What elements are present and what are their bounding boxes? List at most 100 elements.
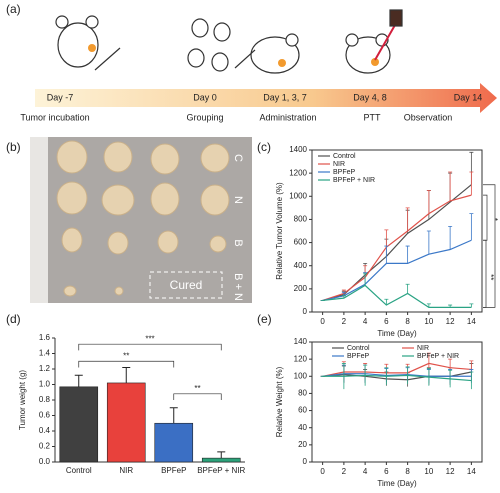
error-bar (363, 364, 368, 386)
x-tick-label: 0 (320, 317, 325, 326)
significance-bracket (78, 343, 222, 351)
x-tick-label: 10 (424, 317, 433, 326)
x-tick-label: NIR (119, 466, 133, 475)
y-tick-label: 0 (303, 307, 308, 316)
x-tick-label: BPFeP (161, 466, 186, 475)
y-tick-label: 1.4 (39, 349, 51, 358)
error-bar (341, 291, 346, 296)
x-axis-label: Time (Day) (377, 479, 417, 488)
x-tick-label: 4 (363, 467, 368, 476)
y-tick-label: 0 (303, 457, 308, 466)
error-bar (384, 229, 389, 248)
y-tick-label: 1000 (289, 191, 307, 200)
error-bar (384, 367, 389, 385)
error-bar (341, 295, 346, 299)
x-tick-label: 8 (405, 467, 410, 476)
x-tick-label: 12 (446, 317, 455, 326)
bar (154, 422, 194, 463)
error-bar (405, 283, 410, 294)
x-tick-label: 14 (467, 317, 476, 326)
error-bar (426, 303, 431, 308)
y-tick-label: 1.2 (39, 364, 51, 373)
timeline-arrow (35, 83, 497, 113)
y-tick-label: 0.4 (39, 426, 51, 435)
bar (106, 382, 146, 463)
y-tick-label: 1.6 (39, 333, 51, 342)
series-line (322, 374, 472, 382)
panel-label: (c) (257, 140, 271, 154)
panel-label: (d) (6, 312, 21, 326)
x-tick-label: 12 (446, 467, 455, 476)
x-tick-label: Control (66, 466, 92, 475)
y-tick-label: 100 (294, 371, 308, 380)
error-bar (469, 213, 474, 241)
legend-label: Control (347, 345, 370, 352)
x-tick-label: 10 (424, 467, 433, 476)
error-bar (405, 245, 410, 264)
timeline-step: Tumor incubation (20, 112, 89, 122)
legend-label: NIR (417, 345, 429, 352)
error-bar (74, 374, 83, 387)
error-bar (363, 273, 368, 286)
row-label: B (232, 239, 244, 246)
timeline-day: Day -7 (47, 92, 74, 102)
error-bar (426, 230, 431, 255)
error-bar (384, 245, 389, 264)
plot-frame (311, 341, 483, 463)
tumor-photo: Cured C N B B + N (30, 137, 252, 303)
legend-label: BPFeP + NIR (333, 177, 375, 184)
timeline-day: Day 4, 8 (353, 92, 387, 102)
x-tick-label: 2 (342, 467, 347, 476)
x-tick-label: 0 (320, 467, 325, 476)
y-tick-label: 60 (298, 406, 307, 415)
y-tick-label: 80 (298, 389, 307, 398)
panel-label: (a) (6, 2, 21, 16)
legend-label: BPFeP (333, 169, 356, 176)
error-bar (122, 366, 131, 383)
y-tick-label: 600 (294, 238, 308, 247)
x-tick-label: 14 (467, 467, 476, 476)
y-axis-label: Relative Weight (%) (275, 366, 284, 437)
legend-label: BPFeP + NIR (417, 353, 459, 360)
legend-label: Control (333, 153, 356, 160)
y-tick-label: 0.6 (39, 411, 51, 420)
y-tick-label: 0.2 (39, 442, 51, 451)
x-tick-label: 6 (384, 467, 389, 476)
error-bar (405, 366, 410, 384)
error-bar (469, 171, 474, 196)
error-bar (426, 368, 431, 386)
y-tick-label: 40 (298, 423, 307, 432)
series-line (322, 284, 472, 308)
error-bar (384, 298, 389, 306)
y-tick-label: 1200 (289, 168, 307, 177)
significance-bracket (483, 184, 496, 308)
error-bar (469, 371, 474, 390)
timeline: Day -7 Day 0 Day 1, 3, 7 Day 4, 8 Day 14… (20, 9, 497, 122)
series-line (322, 239, 472, 302)
y-tick-label: 1400 (289, 145, 307, 154)
legend-label: BPFeP (347, 353, 370, 360)
error-bar (169, 407, 178, 424)
timeline-step: Grouping (186, 112, 223, 122)
significance-bracket (78, 360, 175, 368)
y-tick-label: 200 (294, 284, 308, 293)
mouse-icons (55, 9, 403, 74)
plot-frame (311, 149, 483, 313)
row-label: C (232, 154, 244, 162)
bar (201, 457, 241, 463)
x-tick-label: 6 (384, 317, 389, 326)
x-tick-label: 2 (342, 317, 347, 326)
significance-bracket (483, 239, 487, 308)
x-tick-label: 8 (405, 317, 410, 326)
legend-label: NIR (333, 161, 345, 168)
y-tick-label: 800 (294, 215, 308, 224)
error-bar (448, 369, 453, 388)
significance-bracket (173, 393, 222, 400)
photo-note: Cured (170, 278, 203, 292)
error-bar (341, 363, 346, 390)
timeline-day: Day 0 (193, 92, 217, 102)
significance: * (490, 218, 499, 221)
error-bar (405, 207, 410, 231)
timeline-step: Observation (404, 112, 453, 122)
